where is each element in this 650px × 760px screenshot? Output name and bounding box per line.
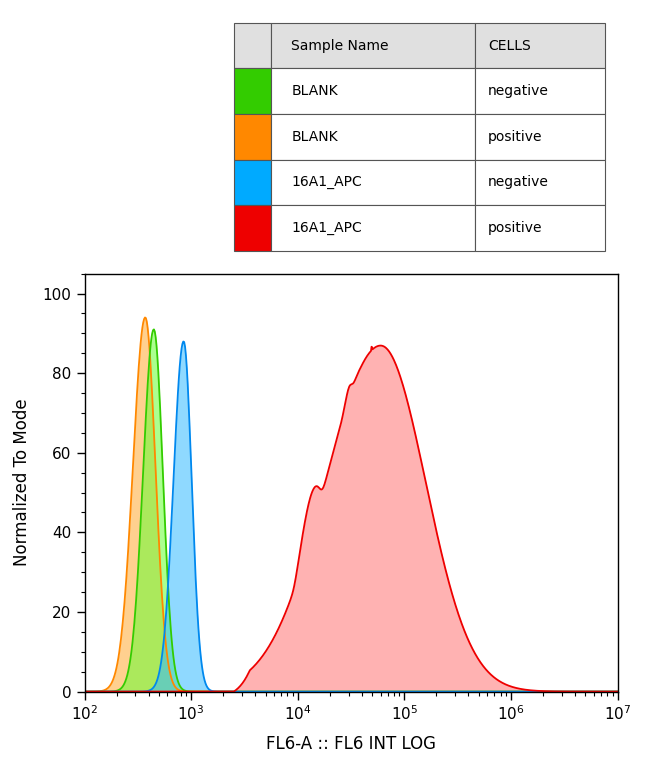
Y-axis label: Normalized To Mode: Normalized To Mode <box>13 399 31 566</box>
X-axis label: FL6-A :: FL6 INT LOG: FL6-A :: FL6 INT LOG <box>266 735 436 752</box>
